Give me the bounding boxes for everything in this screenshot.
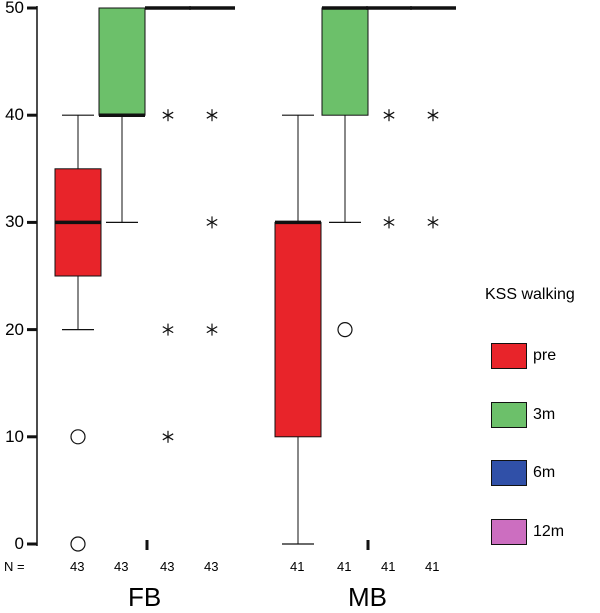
box-FB-3m (98, 7, 146, 116)
outlier-marker (70, 429, 86, 445)
extreme-marker (162, 430, 174, 443)
box-MB-3m (321, 7, 369, 116)
legend-title: KSS walking (485, 286, 575, 303)
extreme-marker (206, 323, 218, 336)
n-count-label: 41 (337, 559, 352, 574)
n-count-label: 43 (114, 559, 129, 574)
extreme-marker (206, 216, 218, 229)
legend-swatch (491, 460, 527, 486)
y-tick-label: 10 (5, 426, 24, 446)
group-label: FB (128, 582, 162, 612)
n-label-prefix: N = (4, 559, 25, 574)
legend-label: pre (533, 347, 557, 364)
extreme-marker (162, 323, 174, 336)
extreme-marker (206, 109, 218, 122)
legend-label: 12m (533, 523, 565, 540)
legend-swatch (491, 402, 527, 428)
extreme-marker (162, 109, 174, 122)
n-count-label: 41 (290, 559, 305, 574)
outlier-marker (70, 536, 86, 552)
legend-label: 3m (533, 406, 556, 423)
n-count-label: 43 (160, 559, 175, 574)
n-count-label: 41 (425, 559, 440, 574)
outlier-marker (337, 322, 353, 338)
y-tick-label: 30 (5, 212, 24, 232)
n-count-label: 43 (204, 559, 219, 574)
legend-swatch (491, 519, 527, 545)
extreme-marker (383, 216, 395, 229)
extreme-marker (427, 109, 439, 122)
y-tick-label: 40 (5, 105, 24, 125)
n-count-label: 41 (381, 559, 396, 574)
extreme-marker (427, 216, 439, 229)
y-tick-label: 20 (5, 319, 24, 339)
extreme-marker (383, 109, 395, 122)
y-tick-label: 50 (5, 0, 24, 17)
legend-swatch (491, 343, 527, 369)
group-label: MB (348, 582, 387, 612)
n-count-label: 43 (70, 559, 85, 574)
box-MB-pre (274, 221, 322, 438)
legend-label: 6m (533, 464, 556, 481)
y-tick-label: 0 (14, 534, 24, 553)
